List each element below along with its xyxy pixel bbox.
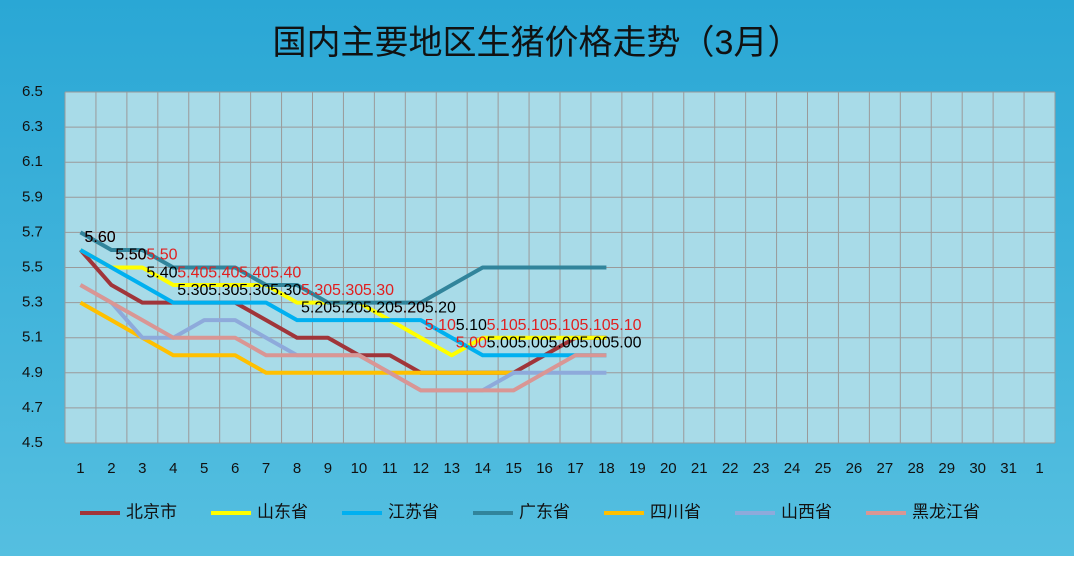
- y-tick-label: 5.1: [22, 329, 43, 346]
- series-line: [79, 248, 607, 358]
- y-tick-label: 6.5: [22, 83, 43, 100]
- y-tick-label: 5.9: [22, 188, 43, 205]
- x-tick-label: 30: [969, 460, 986, 477]
- x-tick-label: 7: [262, 460, 270, 477]
- data-label: 5.60: [84, 229, 115, 246]
- series-line: [79, 300, 514, 375]
- x-tick-label: 19: [629, 460, 646, 477]
- chart-title: 国内主要地区生猪价格走势（3月）: [273, 24, 802, 62]
- x-tick-label: 20: [660, 460, 677, 477]
- series-line: [79, 283, 607, 393]
- y-tick-label: 5.5: [22, 258, 43, 275]
- x-tick-label: 24: [784, 460, 801, 477]
- data-label: 5.10: [579, 317, 610, 334]
- data-label: 5.50: [115, 247, 146, 264]
- x-tick-label: 10: [351, 460, 368, 477]
- x-tick-label: 1: [1035, 460, 1043, 477]
- data-label: 5.10: [425, 317, 456, 334]
- data-label: 5.30: [208, 282, 239, 299]
- data-label: 5.10: [487, 317, 518, 334]
- x-tick-label: 27: [877, 460, 894, 477]
- y-tick-label: 5.3: [22, 294, 43, 311]
- x-tick-label: 3: [138, 460, 146, 477]
- legend-label: 广东省: [519, 502, 570, 521]
- data-label: 5.50: [115, 247, 146, 264]
- legend-label: 北京市: [126, 502, 177, 521]
- data-label: 5.00: [579, 334, 610, 351]
- x-tick-label: 6: [231, 460, 239, 477]
- data-label: 5.00: [549, 334, 580, 351]
- x-tick-label: 12: [412, 460, 429, 477]
- x-tick-label: 29: [938, 460, 955, 477]
- series-line: [79, 230, 607, 305]
- data-label: 5.30: [301, 282, 332, 299]
- data-label: 5.30: [177, 282, 208, 299]
- legend-label: 山西省: [781, 502, 832, 521]
- x-tick-label: 31: [1000, 460, 1017, 477]
- x-tick-label: 9: [324, 460, 332, 477]
- x-tick-label: 15: [505, 460, 522, 477]
- data-label: 5.60: [84, 229, 115, 246]
- data-label: 5.20: [363, 299, 394, 316]
- x-tick-label: 18: [598, 460, 615, 477]
- x-tick-label: 5: [200, 460, 208, 477]
- data-label: 5.10: [456, 317, 487, 334]
- x-tick-label: 26: [846, 460, 863, 477]
- x-tick-label: 16: [536, 460, 553, 477]
- x-tick-label: 8: [293, 460, 301, 477]
- data-label: 5.20: [332, 299, 363, 316]
- x-tick-label: 1: [76, 460, 84, 477]
- data-label: 5.00: [518, 334, 549, 351]
- y-tick-label: 4.7: [22, 399, 43, 416]
- data-label: 5.40: [177, 264, 208, 281]
- y-tick-label: 6.3: [22, 118, 43, 135]
- data-label: 5.30: [332, 282, 363, 299]
- x-tick-label: 22: [722, 460, 739, 477]
- x-tick-label: 11: [382, 460, 398, 477]
- data-label: 5.00: [487, 334, 518, 351]
- data-label: 5.30: [363, 282, 394, 299]
- data-label: 5.20: [394, 299, 425, 316]
- series-line: [78, 248, 607, 375]
- data-label: 5.10: [610, 317, 641, 334]
- data-label: 5.20: [425, 299, 456, 316]
- data-label: 5.10: [549, 317, 580, 334]
- x-tick-label: 25: [815, 460, 832, 477]
- data-label: 5.30: [239, 282, 270, 299]
- data-label: 5.40: [239, 264, 270, 281]
- legend-label: 江苏省: [388, 502, 439, 521]
- x-tick-label: 17: [567, 460, 584, 477]
- x-tick-label: 4: [169, 460, 177, 477]
- y-tick-label: 4.9: [22, 364, 43, 381]
- data-label: 5.20: [394, 299, 425, 316]
- data-label: 5.20: [301, 299, 332, 316]
- y-tick-label: 5.7: [22, 223, 43, 240]
- x-tick-label: 13: [443, 460, 460, 477]
- x-tick-label: 28: [907, 460, 924, 477]
- x-tick-label: 14: [474, 460, 491, 477]
- data-label: 5.40: [146, 264, 177, 281]
- data-label: 5.30: [270, 282, 301, 299]
- data-label: 5.10: [518, 317, 549, 334]
- data-label: 5.00: [610, 334, 641, 351]
- x-tick-label: 2: [107, 460, 115, 477]
- data-label: 5.00: [456, 334, 487, 351]
- data-label: 5.50: [146, 247, 177, 264]
- x-tick-label: 23: [753, 460, 770, 477]
- x-tick-label: 21: [691, 460, 708, 477]
- legend-label: 四川省: [650, 502, 701, 521]
- data-label: 5.40: [270, 264, 301, 281]
- y-tick-label: 4.5: [22, 434, 43, 451]
- legend-label: 黑龙江省: [912, 502, 980, 521]
- legend-label: 山东省: [257, 502, 308, 521]
- y-tick-label: 6.1: [22, 153, 43, 170]
- data-label: 5.40: [208, 264, 239, 281]
